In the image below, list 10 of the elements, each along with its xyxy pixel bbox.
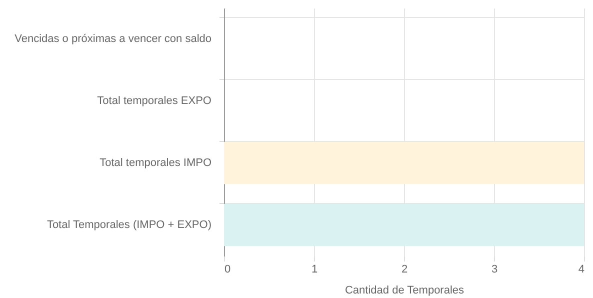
x-axis-title: Cantidad de Temporales [344,284,465,296]
x-tick-label: 1 [311,264,318,276]
x-tick-label: 3 [491,264,498,276]
y-tick-label: Total Temporales (IMPO + EXPO) [46,219,212,231]
x-tick-label: 4 [578,264,584,276]
y-tick-label: Total temporales IMPO [100,157,212,169]
x-tick-label: 2 [401,264,408,276]
x-tick-label: 0 [224,264,231,276]
y-tick-label: Vencidas o próximas a vencer con saldo [14,33,212,45]
y-tick-label: Total temporales EXPO [97,95,212,107]
